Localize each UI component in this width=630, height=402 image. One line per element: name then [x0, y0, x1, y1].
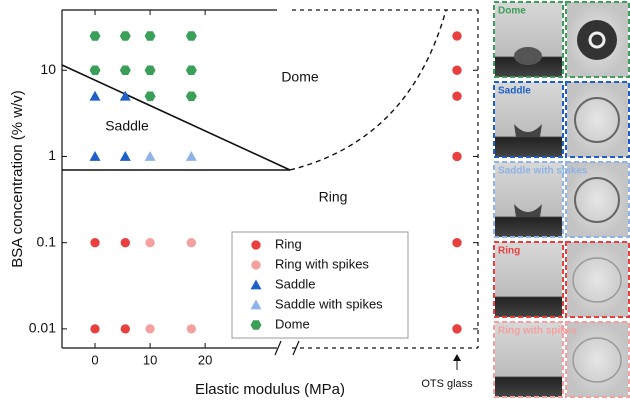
point [186, 151, 197, 161]
point [120, 151, 131, 161]
point [186, 65, 197, 75]
region-label: Saddle [105, 118, 149, 134]
y-tick-label: 1 [48, 147, 56, 163]
ots-point [452, 152, 461, 161]
legend-label: Ring with spikes [275, 256, 369, 271]
point [90, 31, 101, 41]
point [90, 151, 101, 161]
ots-point [452, 324, 461, 333]
boundary-dashed [290, 10, 446, 170]
x-tick-label: 10 [143, 352, 157, 367]
y-tick-label: 0.01 [29, 320, 56, 336]
point [121, 324, 130, 333]
point [145, 31, 156, 41]
legend-marker [251, 260, 260, 269]
point [187, 324, 196, 333]
ots-point [452, 66, 461, 75]
figure: OTS glass Elastic modulus (MPa) BSA conc… [0, 0, 630, 402]
point [145, 324, 154, 333]
point [145, 151, 156, 161]
panel-label: Saddle with spikes [498, 166, 588, 177]
x-tick-label: 0 [91, 352, 98, 367]
point [90, 91, 101, 101]
panel-label: Ring with spikes [498, 326, 577, 337]
ots-arrowhead [453, 354, 461, 361]
panel-label: Saddle [498, 86, 531, 97]
point [90, 65, 101, 75]
panel-label: Dome [498, 6, 526, 17]
point [120, 31, 131, 41]
legend-label: Ring [275, 236, 302, 251]
y-axis-label: BSA concentration (% w/v) [9, 90, 26, 268]
ots-point [452, 92, 461, 101]
point [121, 238, 130, 247]
legend-marker [251, 240, 260, 249]
legend-label: Dome [275, 316, 310, 331]
point [187, 238, 196, 247]
region-label: Dome [281, 69, 319, 85]
ots-point [452, 238, 461, 247]
panel-label: Ring [498, 246, 520, 257]
point [186, 91, 197, 101]
x-tick-label: 20 [198, 352, 212, 367]
droplet [514, 47, 542, 65]
point [145, 65, 156, 75]
droplet-top [577, 20, 617, 60]
legend-label: Saddle with spikes [275, 296, 383, 311]
point [145, 238, 154, 247]
legend-label: Saddle [275, 276, 315, 291]
point [186, 31, 197, 41]
top-photo [567, 242, 628, 317]
point [120, 65, 131, 75]
y-tick-label: 10 [40, 61, 56, 77]
point [90, 238, 99, 247]
ots-point [452, 31, 461, 40]
point [90, 324, 99, 333]
point [145, 91, 156, 101]
x-axis-label: Elastic modulus (MPa) [195, 381, 345, 398]
y-tick-label: 0.1 [37, 233, 57, 249]
ots-label: OTS glass [421, 378, 473, 390]
region-label: Ring [319, 189, 348, 205]
